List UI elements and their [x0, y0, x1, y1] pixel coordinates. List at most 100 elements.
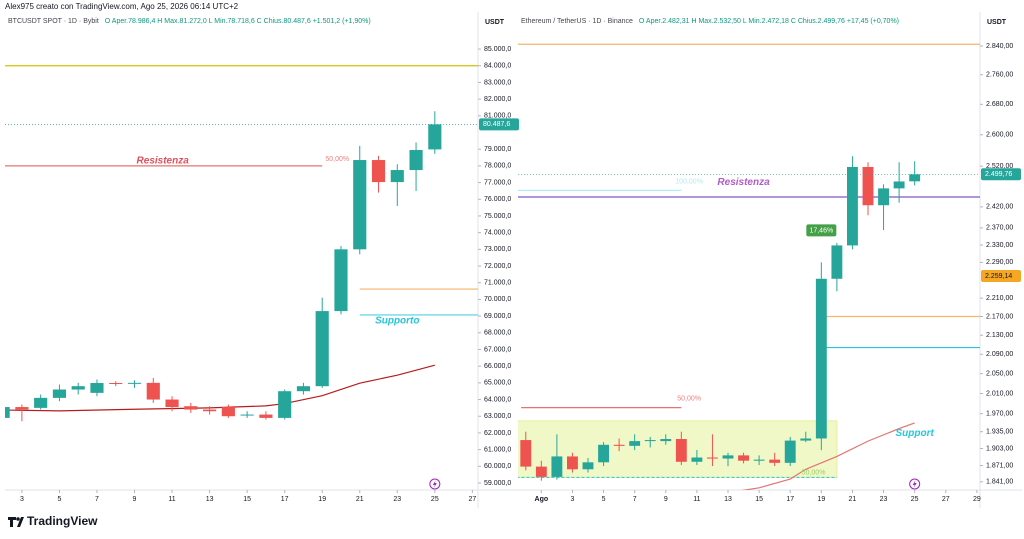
logo-part	[17, 517, 24, 527]
logo-part	[10, 517, 13, 527]
y-tick-label: 76.000,0	[484, 196, 511, 203]
y-tick-label: 59.000,0	[484, 480, 511, 487]
y-tick-label: 60.000,0	[484, 463, 511, 470]
y-tick-label: 77.000,0	[484, 179, 511, 186]
x-tick-label: 21	[356, 496, 364, 503]
candle-body	[371, 160, 386, 183]
x-tick-label: 25	[911, 496, 919, 503]
y-tick-label: 1.871,00	[986, 462, 1013, 469]
ohlc-text: O Aper.2.482,31 H Max.2.532,50 L Min.2.4…	[639, 18, 899, 25]
logo-icon	[8, 517, 24, 527]
x-tick-label: 3	[20, 496, 24, 503]
y-tick-label: 68.000,0	[484, 330, 511, 337]
x-tick-label: 9	[133, 496, 137, 503]
y-tick-label: 2.010,00	[986, 390, 1013, 397]
last-price-tag	[981, 168, 1021, 181]
last-price-label: 2.499,76	[985, 171, 1012, 178]
y-tick-label: 2.170,00	[986, 313, 1013, 320]
moving-average	[741, 422, 915, 490]
annotation: 50,00%	[325, 156, 349, 163]
chart: BTCUSDT SPOT · 1D · Bybit O Aper.78.986,4…	[5, 12, 520, 508]
y-tick-label: 1.903,00	[986, 445, 1013, 452]
y-tick-label: 2.210,00	[986, 295, 1013, 302]
last-price-tag	[479, 118, 519, 131]
candle-body	[893, 181, 905, 189]
y-tick-label: 84.000,0	[484, 63, 511, 70]
symbol: Ethereum / TetherUS · 1D · Binance	[521, 18, 633, 25]
candle-body	[15, 407, 29, 410]
x-tick-label: 21	[849, 496, 857, 503]
lightning-icon	[909, 478, 921, 490]
candle-body	[259, 414, 273, 418]
annotation: 50,00%	[677, 395, 701, 402]
candle-body	[800, 438, 812, 441]
y-tick-label: 67.000,0	[484, 346, 511, 353]
y-tick-label: 64.000,0	[484, 396, 511, 403]
candle-body	[675, 439, 687, 462]
y-tick-label: 2.090,00	[986, 351, 1013, 358]
y-tick-label: 61.000,0	[484, 446, 511, 453]
y-tick-label: 1.970,00	[986, 411, 1013, 418]
axis-title: USDT	[485, 19, 505, 26]
moving-average	[5, 364, 435, 412]
lightning-icon	[912, 480, 917, 488]
candle-body	[315, 311, 329, 387]
logo-text: TradingView	[27, 514, 98, 528]
x-tick-label: 25	[431, 496, 439, 503]
candle-body	[240, 414, 254, 416]
annotation-box	[806, 224, 837, 237]
candle-body	[862, 166, 874, 206]
candle-body	[221, 407, 235, 417]
y-tick-label: 2.760,00	[986, 72, 1013, 79]
candle-body	[71, 386, 85, 390]
x-tick-label: 5	[57, 496, 61, 503]
y-tick-label: 2.520,00	[986, 163, 1013, 170]
x-tick-label: 7	[633, 496, 637, 503]
candle-body	[582, 462, 594, 470]
y-tick-label: 82.000,0	[484, 96, 511, 103]
x-tick-label: 29	[973, 496, 981, 503]
logo-part	[16, 517, 20, 521]
y-tick-label: 63.000,0	[484, 413, 511, 420]
candle-body	[165, 399, 179, 408]
x-tick-label: 27	[468, 496, 476, 503]
y-tick-label: 85.000,0	[484, 46, 511, 53]
x-tick-label: 27	[942, 496, 950, 503]
candle-body	[520, 440, 532, 467]
y-tick-label: 70.000,0	[484, 296, 511, 303]
y-tick-label: 79.000,0	[484, 146, 511, 153]
y-tick-label: 2.680,00	[986, 101, 1013, 108]
y-tick-label: 2.420,00	[986, 204, 1013, 211]
candle-body	[847, 166, 858, 246]
y-tick-label: 1.841,00	[986, 479, 1013, 486]
price-tag	[981, 270, 1021, 283]
y-tick-label: 2.050,00	[986, 371, 1013, 378]
candle-body	[5, 407, 10, 418]
y-tick-label: 2.840,00	[986, 43, 1013, 50]
candle-body	[598, 444, 609, 463]
candle-body	[353, 160, 367, 250]
candle-body	[146, 382, 160, 400]
x-tick-label: 23	[880, 496, 888, 503]
y-tick-label: 2.370,00	[986, 225, 1013, 232]
y-tick-label: 2.600,00	[986, 132, 1013, 139]
annotation: Support	[896, 428, 935, 439]
candle-body	[707, 457, 718, 459]
y-tick-label: 62.000,0	[484, 430, 511, 437]
chart: Ethereum / TetherUS · 1D · Binance O Aper…	[518, 12, 1022, 508]
price-tag-label: 2.259,14	[985, 273, 1012, 280]
candle-body	[296, 386, 311, 392]
x-tick-label: Ago	[535, 496, 549, 503]
symbol: BTCUSDT SPOT · 1D · Bybit	[8, 18, 99, 25]
x-tick-label: 17	[281, 496, 289, 503]
candle-body	[613, 444, 625, 446]
y-tick-label: 78.000,0	[484, 163, 511, 170]
annotation: 17,46%	[809, 227, 833, 234]
candle-body	[815, 278, 827, 439]
y-tick-label: 2.130,00	[986, 332, 1013, 339]
lightning-icon	[432, 480, 437, 488]
x-tick-label: 13	[724, 496, 732, 503]
x-tick-label: 17	[786, 496, 794, 503]
candle-body	[567, 456, 578, 470]
